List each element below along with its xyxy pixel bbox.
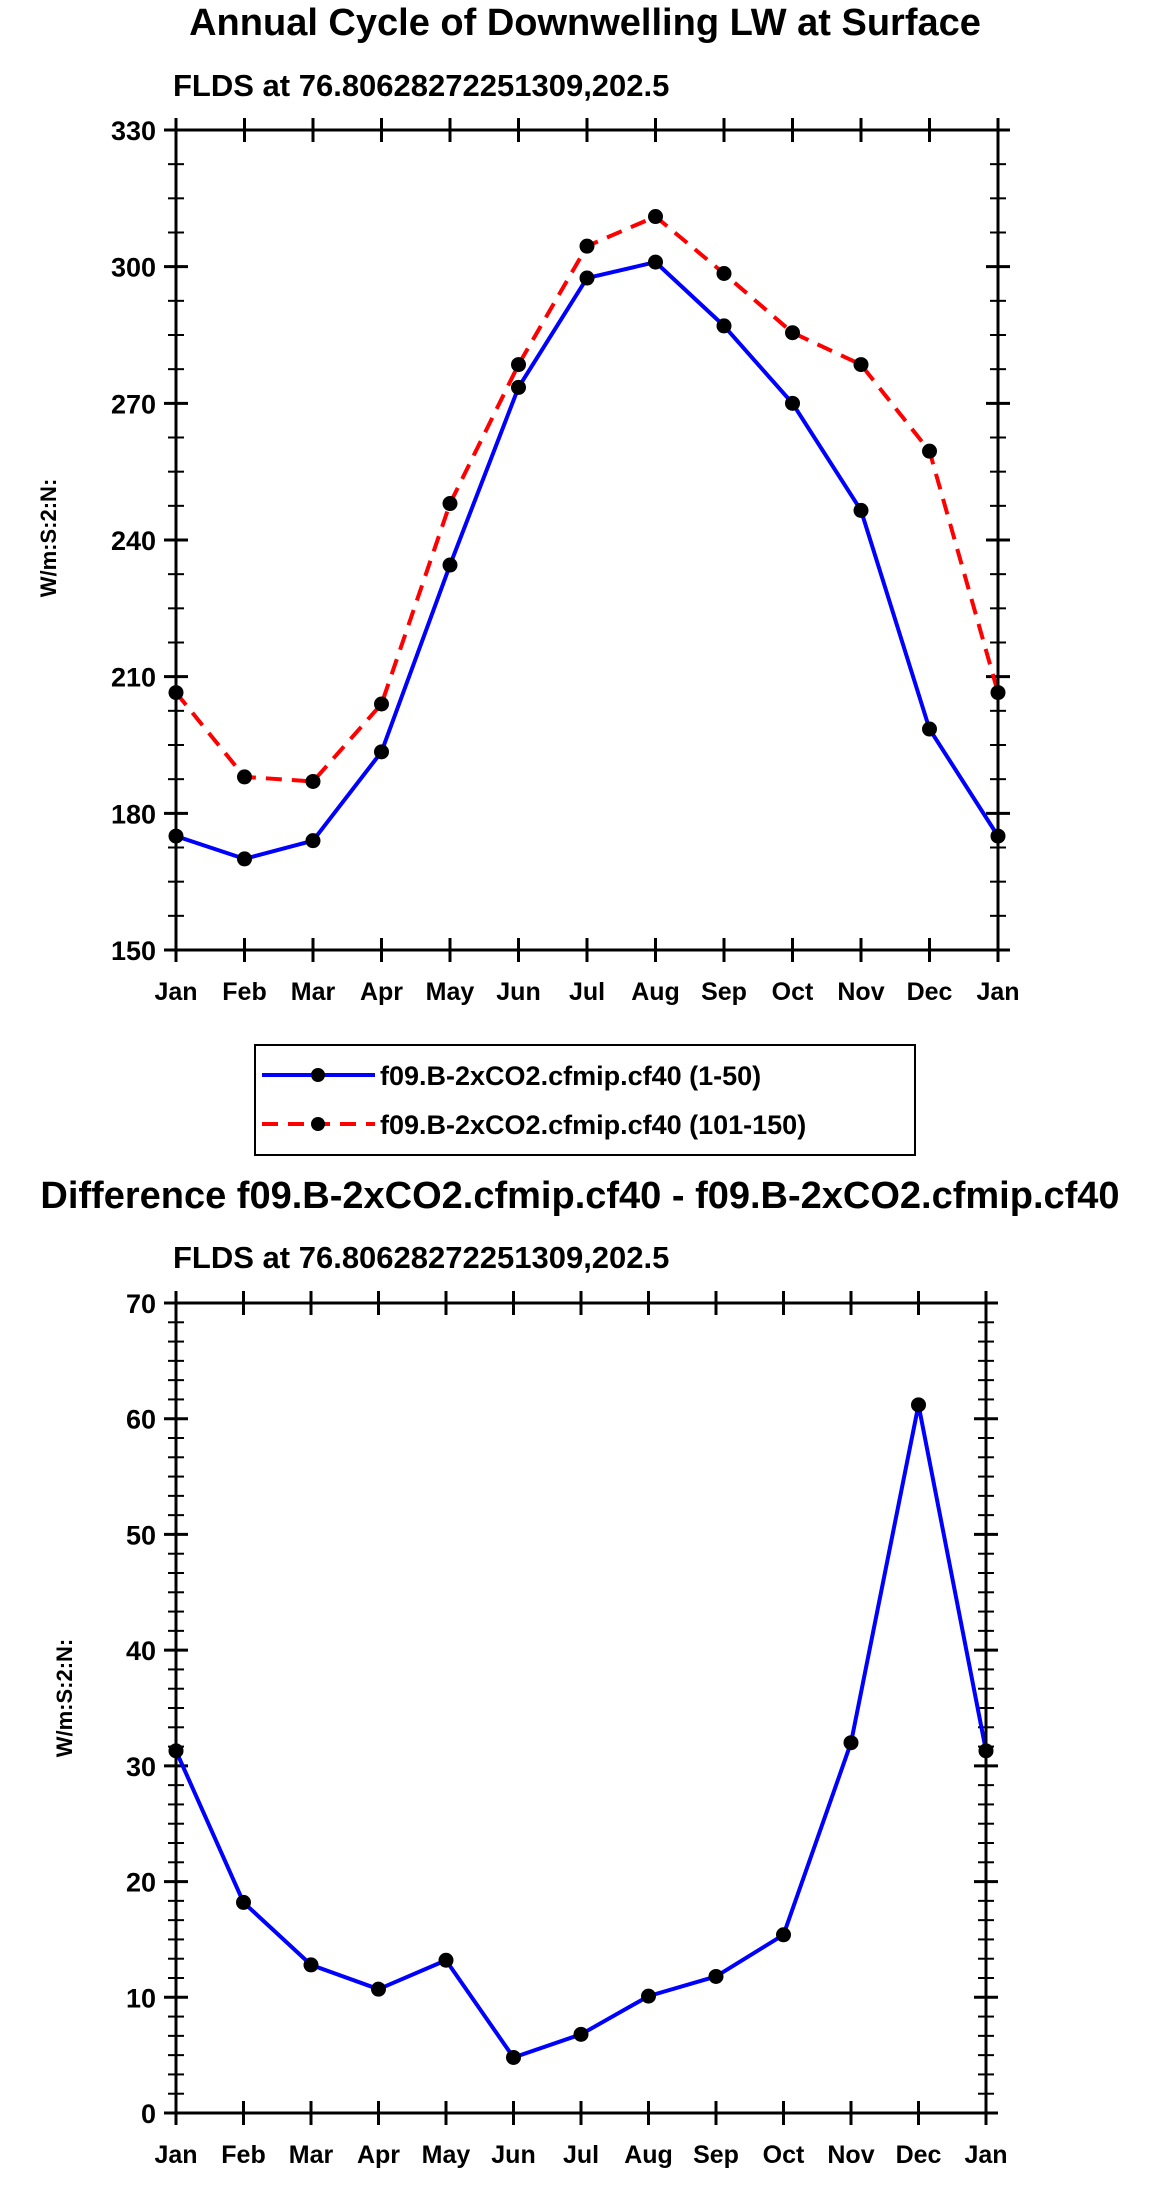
legend-marker-series-2	[311, 1117, 325, 1131]
data-point-series-1	[579, 270, 595, 286]
x-tick-label: Dec	[896, 2141, 942, 2169]
x-tick-label: Aug	[631, 978, 680, 1006]
x-tick-label: Jul	[569, 978, 605, 1006]
data-point-series-2	[648, 209, 663, 225]
data-point-series-2	[579, 238, 595, 254]
x-tick-label: Dec	[907, 978, 953, 1006]
y-tick-label: 50	[126, 1520, 156, 1550]
data-point-series-2	[511, 357, 526, 373]
y-tick-label: 20	[126, 1868, 156, 1898]
data-point-series-1	[511, 379, 526, 395]
x-tick-label: Jun	[496, 978, 540, 1006]
chart-title: Difference f09.B-2xCO2.cfmip.cf40 - f09.…	[40, 1175, 1119, 1217]
data-point-series-1	[708, 1968, 724, 1984]
x-tick-label: Sep	[701, 978, 747, 1006]
data-point-series-1	[374, 744, 389, 760]
data-point-series-1	[573, 2026, 589, 2042]
y-tick-label: 70	[126, 1289, 156, 1319]
y-tick-label: 240	[111, 526, 156, 556]
y-tick-label: 0	[141, 2099, 156, 2129]
y-tick-label: 30	[126, 1752, 156, 1782]
y-tick-label: 180	[111, 799, 156, 829]
data-point-series-1	[442, 557, 458, 573]
data-point-series-1	[785, 395, 800, 411]
x-tick-label: Jan	[964, 2141, 1007, 2169]
y-tick-label: 210	[111, 663, 156, 693]
data-point-series-1	[438, 1952, 454, 1968]
legend-label-series-2: f09.B-2xCO2.cfmip.cf40 (101-150)	[380, 1110, 806, 1140]
data-point-series-2	[374, 696, 389, 712]
data-point-series-2	[716, 266, 732, 281]
x-tick-label: Feb	[221, 2141, 265, 2169]
x-tick-label: Nov	[827, 2141, 874, 2169]
data-point-series-1	[371, 1981, 386, 1997]
x-tick-label: Jul	[563, 2141, 599, 2169]
legend: f09.B-2xCO2.cfmip.cf40 (1-50) f09.B-2xCO…	[254, 1044, 916, 1156]
plot-frame	[174, 1301, 988, 2115]
data-point-series-1	[853, 502, 869, 518]
y-tick-label: 330	[111, 116, 156, 146]
chart-subtitle: FLDS at 76.80628272251309,202.5	[173, 1240, 669, 1275]
data-point-series-1	[303, 1957, 319, 1973]
x-tick-label: Jun	[491, 2141, 535, 2169]
x-tick-label: Nov	[837, 978, 884, 1006]
data-point-series-1	[648, 254, 663, 270]
data-point-series-2	[853, 357, 869, 373]
data-point-series-1	[716, 318, 732, 334]
x-tick-label: Aug	[624, 2141, 673, 2169]
plot-frame	[174, 128, 1000, 952]
data-point-series-2	[305, 773, 321, 789]
data-point-series-1	[305, 833, 321, 849]
x-tick-label: May	[422, 2141, 471, 2169]
x-tick-label: Apr	[360, 978, 403, 1006]
x-tick-label: Oct	[763, 2141, 805, 2169]
y-tick-label: 150	[111, 936, 156, 966]
data-point-series-2	[922, 443, 937, 459]
legend-label-series-1: f09.B-2xCO2.cfmip.cf40 (1-50)	[380, 1061, 761, 1091]
x-tick-label: Mar	[291, 978, 336, 1006]
y-tick-label: 60	[126, 1405, 156, 1435]
x-tick-label: Jan	[976, 978, 1019, 1006]
y-axis-label: W/m:S:2:N:	[36, 479, 61, 598]
data-point-series-2	[442, 496, 458, 512]
data-point-series-1	[641, 1988, 656, 2004]
data-point-series-1	[911, 1397, 926, 1413]
x-tick-label: Jan	[154, 978, 197, 1006]
data-point-series-1	[237, 851, 252, 867]
data-point-series-2	[785, 325, 800, 341]
series-line-1	[175, 260, 1000, 861]
legend-marker-series-1	[311, 1068, 325, 1082]
chart-title: Annual Cycle of Downwelling LW at Surfac…	[189, 2, 981, 44]
x-tick-label: May	[426, 978, 475, 1006]
data-point-series-1	[776, 1927, 791, 1943]
y-tick-label: 40	[126, 1636, 156, 1666]
difference-chart: Difference f09.B-2xCO2.cfmip.cf40 - f09.…	[40, 1175, 1119, 2169]
x-tick-label: Sep	[693, 2141, 739, 2169]
x-tick-label: Jan	[154, 2141, 197, 2169]
series-line-1	[174, 1402, 988, 2060]
chart-subtitle: FLDS at 76.80628272251309,202.5	[173, 68, 669, 103]
data-point-series-1	[922, 721, 937, 737]
data-point-series-1	[843, 1735, 859, 1751]
series-line-2	[174, 214, 1000, 784]
x-tick-label: Feb	[222, 978, 266, 1006]
x-tick-label: Mar	[289, 2141, 334, 2169]
y-tick-label: 10	[126, 1983, 156, 2013]
x-tick-label: Oct	[772, 978, 814, 1006]
x-tick-label: Apr	[357, 2141, 400, 2169]
data-point-series-1	[236, 1894, 251, 1910]
legend-box	[254, 1044, 916, 1156]
annual-cycle-chart: Annual Cycle of Downwelling LW at Surfac…	[36, 2, 1020, 1006]
data-point-series-1	[506, 2049, 521, 2065]
y-tick-label: 270	[111, 389, 156, 419]
y-axis-label: W/m:S:2:N:	[52, 1639, 77, 1758]
y-tick-label: 300	[111, 253, 156, 283]
data-point-series-2	[237, 769, 252, 785]
